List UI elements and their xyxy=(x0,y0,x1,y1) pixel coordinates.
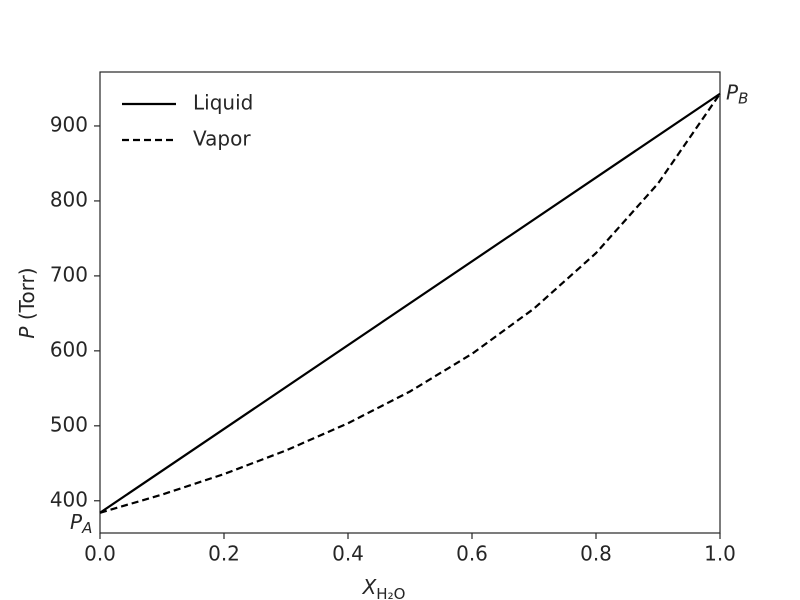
x-tick-label: 1.0 xyxy=(704,542,736,566)
y-tick-label: 900 xyxy=(50,112,88,136)
annotation-sub: A xyxy=(81,518,92,536)
x-label-sub: H₂O xyxy=(376,585,405,600)
y-axis-label: P (Torr) xyxy=(15,267,39,338)
annotation: PB xyxy=(726,80,748,107)
legend-label: Vapor xyxy=(193,127,251,151)
y-tick-label: 800 xyxy=(50,187,88,211)
y-tick-label: 700 xyxy=(50,262,88,286)
annotation-main: P xyxy=(70,509,83,533)
x-tick-label: 0.6 xyxy=(456,542,488,566)
y-label-rest: (Torr) xyxy=(15,267,39,326)
x-tick-label: 0.0 xyxy=(84,542,116,566)
x-tick-label: 0.4 xyxy=(332,542,364,566)
y-tick-label: 600 xyxy=(50,337,88,361)
series-line xyxy=(99,92,721,514)
annotation-sub: B xyxy=(738,89,748,107)
annotation: PA xyxy=(70,509,92,536)
y-tick-label: 400 xyxy=(50,487,88,511)
x-tick-label: 0.8 xyxy=(580,542,612,566)
x-tick-label: 0.2 xyxy=(208,542,240,566)
x-label-main: X xyxy=(362,575,378,599)
x-axis-label: XH₂O xyxy=(362,575,406,600)
y-label-main: P xyxy=(15,326,39,339)
legend-label: Liquid xyxy=(193,91,253,115)
plot-frame xyxy=(99,71,721,534)
series-line xyxy=(99,93,721,514)
y-tick-label: 500 xyxy=(50,412,88,436)
annotation-main: P xyxy=(726,80,739,104)
